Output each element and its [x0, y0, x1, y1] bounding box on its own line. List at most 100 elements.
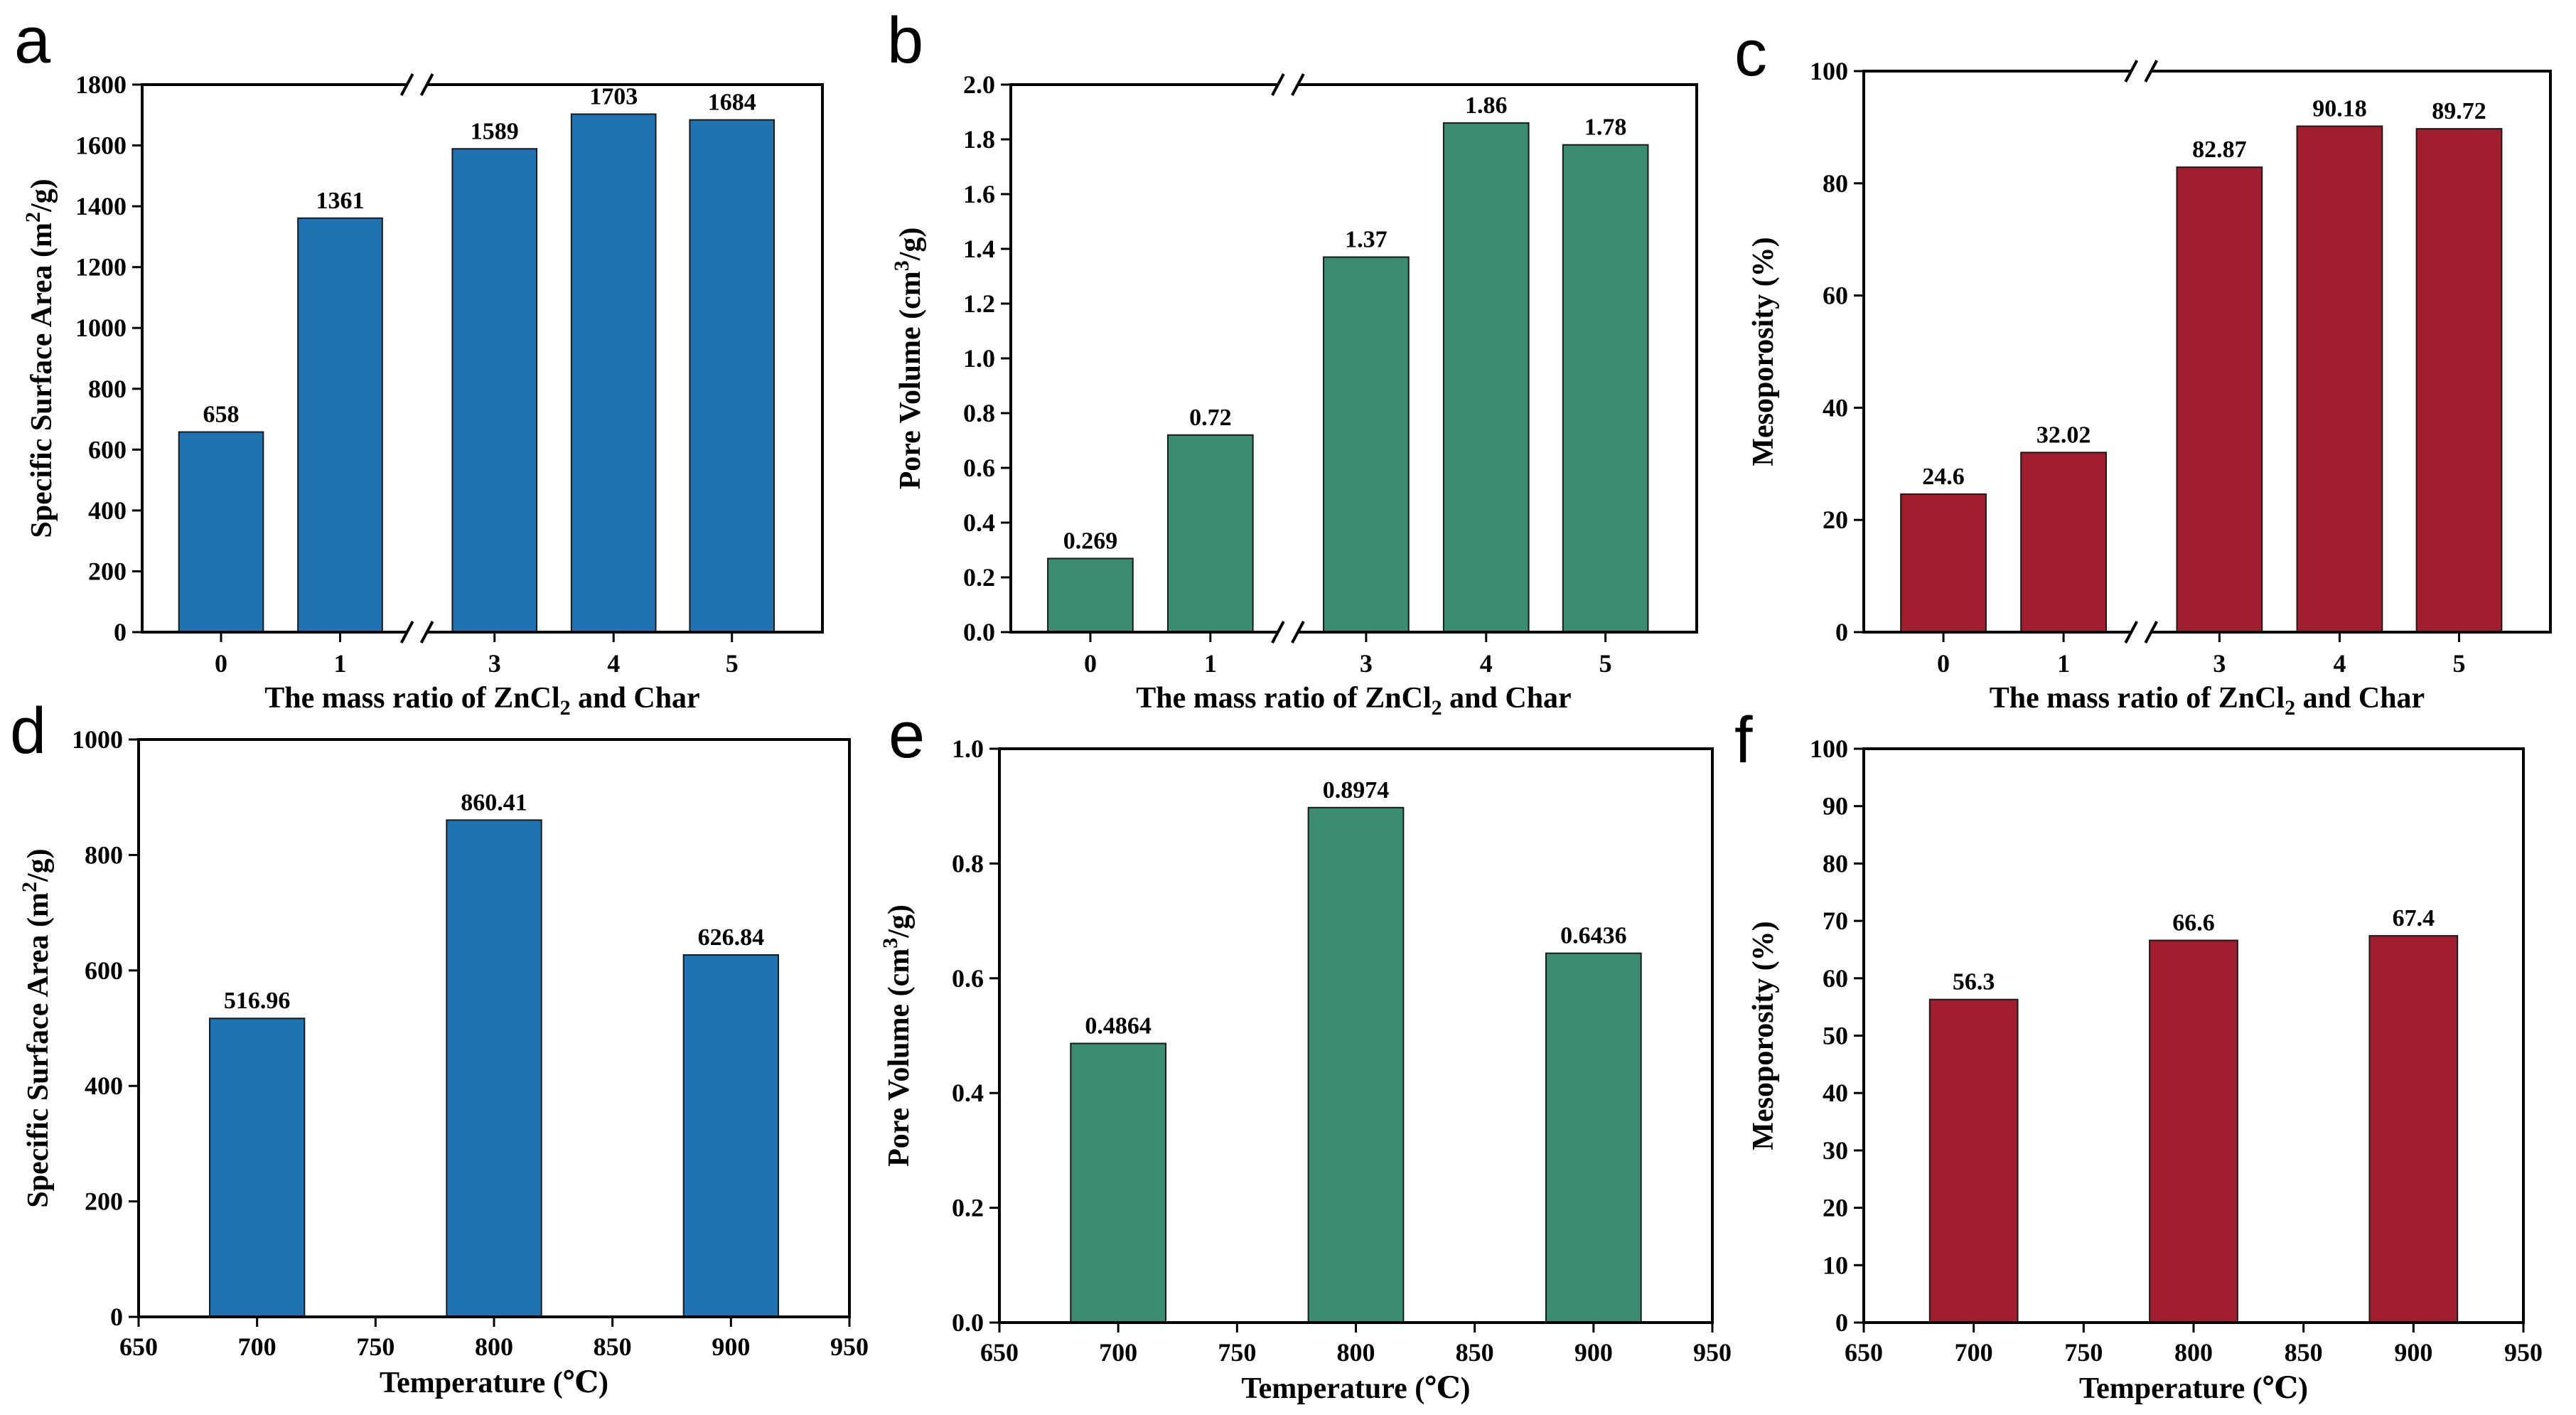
y-axis-title: Specific Surface Area (m2/g)	[21, 178, 58, 538]
axis-break-gap	[407, 80, 427, 89]
x-tick-label: 850	[1456, 1338, 1494, 1367]
axis-break-gap	[407, 628, 427, 636]
bar-value-label: 89.72	[2432, 98, 2486, 124]
axis-break-gap	[1277, 628, 1298, 636]
panel-c: c 24.6 32.02 82.87 90.18 89.72 0 20 40 60 80 100 0 1 3…	[1734, 17, 2552, 720]
y-tick-label: 0.6	[963, 454, 995, 482]
bar	[1166, 434, 1254, 633]
y-tick-label: 0.8	[952, 849, 984, 877]
x-tick-label: 900	[712, 1333, 750, 1361]
axis-break-slash	[2144, 60, 2159, 82]
y-axis-title-part: /g)	[883, 904, 916, 939]
x-tick-label: 700	[1099, 1338, 1137, 1367]
x-axis-title-part: and Char	[2295, 682, 2425, 715]
bar-value-label: 1684	[708, 90, 756, 116]
bar	[2296, 125, 2383, 633]
axis-break-top	[2124, 60, 2159, 82]
x-axis-title-part: The mass ratio of ZnCl	[264, 682, 559, 715]
x-tick-label: 4	[2333, 649, 2346, 678]
bar	[570, 113, 657, 633]
x-axis-title: The mass ratio of ZnCl2 and Char	[264, 682, 699, 720]
panel-letter: a	[14, 4, 51, 77]
y-tick-label: 0	[1835, 1308, 1848, 1337]
y-tick-label: 0.6	[952, 964, 984, 993]
y-tick-label: 0.4	[963, 508, 995, 537]
x-tick-label: 750	[1218, 1338, 1256, 1367]
y-tick-label: 100	[1810, 57, 1848, 85]
bar	[2368, 935, 2459, 1324]
panel-letter: d	[10, 695, 46, 767]
y-tick-label: 20	[1823, 506, 1848, 534]
panel-letter: b	[887, 4, 923, 77]
bar-value-label: 0.4864	[1085, 1013, 1152, 1039]
bar-value-label: 0.6436	[1560, 923, 1627, 949]
axis-break-gap	[1277, 80, 1298, 89]
x-tick-label: 650	[980, 1338, 1019, 1367]
axis-break-slash	[2124, 60, 2139, 82]
panel-f: f 56.3 66.6 67.4 0 10 20 30 40 50 60 70 80 90 100 650 70…	[1734, 704, 2543, 1405]
axis-break-slash	[419, 621, 434, 644]
y-tick-label: 200	[85, 1187, 123, 1216]
y-axis-title-part: Specific Surface Area (m	[22, 892, 55, 1208]
panel-letter: f	[1734, 704, 1753, 776]
bar-value-label: 1.37	[1345, 227, 1388, 253]
bar	[1070, 1042, 1167, 1324]
bar-value-label: 0.269	[1063, 528, 1118, 554]
y-tick-label: 1.0	[952, 735, 984, 763]
y-tick-label: 30	[1823, 1136, 1848, 1165]
axis-break-top	[1271, 73, 1305, 96]
y-tick-label: 0.0	[952, 1308, 984, 1337]
y-axis-title-part: 2	[21, 212, 45, 223]
x-axis-title-part: 2	[2285, 696, 2295, 720]
x-tick-label: 3	[488, 649, 501, 678]
y-axis-title: Pore Volume (cm3/g)	[890, 228, 927, 490]
bar-value-label: 1361	[316, 188, 364, 214]
y-tick-label: 1800	[75, 70, 127, 99]
x-tick-label: 650	[119, 1333, 158, 1361]
bar	[682, 954, 780, 1318]
y-tick-label: 10	[1823, 1251, 1848, 1279]
bar	[446, 819, 542, 1318]
axis-break-top	[399, 73, 434, 96]
y-tick-label: 0	[114, 618, 127, 646]
y-tick-label: 20	[1823, 1194, 1848, 1222]
x-axis-title-part: and Char	[571, 682, 700, 715]
y-tick-label: 1.4	[963, 235, 995, 263]
panel-d: d 516.96 860.41 626.84 0 200 400 600 800 1000 650 7…	[10, 695, 869, 1399]
x-axis-title: Temperature (℃)	[1241, 1372, 1470, 1405]
axes-frame	[1862, 70, 2552, 634]
x-tick-label: 800	[1337, 1338, 1375, 1367]
bar	[451, 148, 538, 633]
x-axis-title: The mass ratio of ZnCl2 and Char	[1990, 682, 2425, 720]
bar-value-label: 1703	[589, 83, 638, 110]
x-tick-label: 800	[475, 1333, 513, 1361]
bar-value-label: 626.84	[698, 924, 765, 951]
x-tick-label: 0	[215, 649, 227, 678]
x-tick-label: 0	[1937, 649, 1950, 678]
x-tick-label: 5	[726, 649, 739, 678]
y-tick-label: 400	[88, 496, 127, 525]
axis-break-bottom	[399, 621, 434, 644]
bar	[297, 217, 383, 633]
x-tick-label: 0	[1084, 649, 1097, 678]
y-tick-label: 0	[110, 1303, 123, 1331]
axis-break-slash	[1271, 73, 1285, 96]
y-tick-label: 1.8	[963, 125, 995, 154]
y-tick-label: 0.2	[952, 1194, 984, 1222]
x-tick-label: 750	[356, 1333, 395, 1361]
y-tick-label: 800	[88, 375, 127, 403]
axis-break-bottom	[2124, 621, 2159, 644]
y-tick-label: 70	[1823, 907, 1848, 935]
bar	[1900, 493, 1987, 633]
bar-value-label: 32.02	[2036, 422, 2091, 448]
x-axis-title-part: Temperature (℃)	[2079, 1372, 2308, 1405]
x-tick-label: 950	[830, 1333, 869, 1361]
y-tick-label: 1.6	[963, 180, 995, 208]
y-axis-title-part: Pore Volume (cm	[883, 949, 916, 1167]
x-tick-label: 650	[1845, 1338, 1883, 1367]
y-tick-label: 800	[85, 840, 123, 869]
y-tick-label: 90	[1823, 792, 1848, 821]
bar	[1323, 256, 1410, 633]
